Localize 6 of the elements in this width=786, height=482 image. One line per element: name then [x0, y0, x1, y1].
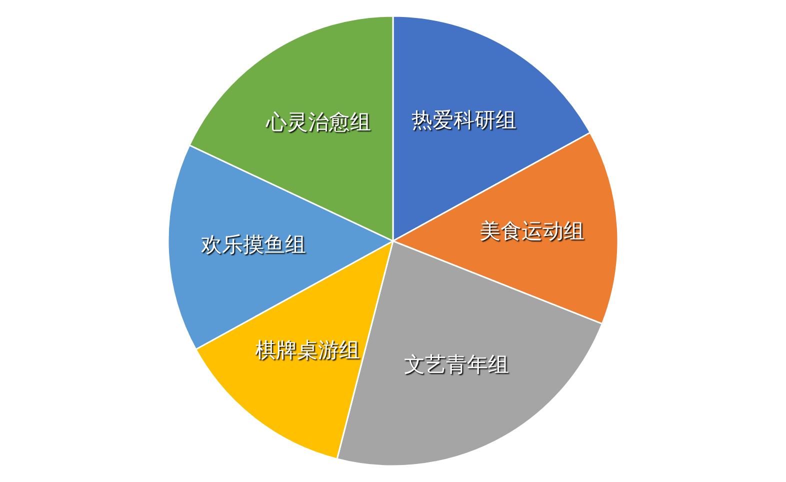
slice-label: 美食运动组 [480, 219, 585, 244]
slice-label: 热爱科研组 [412, 108, 517, 132]
slice-label: 文艺青年组 [404, 352, 509, 376]
slice-label: 欢乐摸鱼组 [201, 232, 306, 256]
slice-label: 棋牌桌游组 [255, 338, 360, 362]
slice-label: 心灵治愈组 [264, 110, 371, 134]
